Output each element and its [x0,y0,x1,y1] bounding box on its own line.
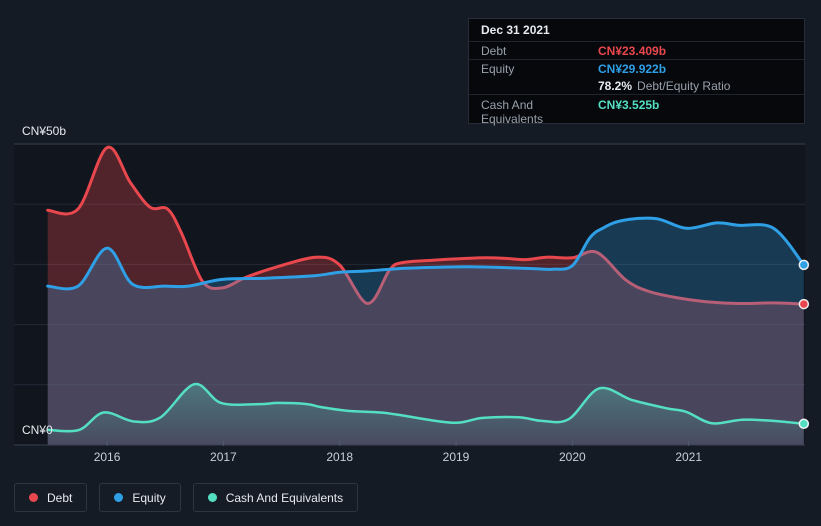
legend-item-equity[interactable]: Equity [99,483,181,512]
y-axis-label-zero: CN¥0 [22,423,53,437]
tooltip-cash-row: Cash And Equivalents CN¥3.525b [469,94,804,126]
cash-legend-dot-icon [207,493,217,502]
chart-tooltip: Dec 31 2021 Debt CN¥23.409b Equity CN¥29… [468,18,805,126]
x-axis-label-2020: 2020 [558,450,586,464]
tooltip-debt-row: Debt CN¥23.409b [469,41,804,59]
legend-label-debt: Debt [47,490,73,505]
tooltip-cash-value: CN¥3.525b [598,98,660,112]
x-axis-label-2019: 2019 [442,450,470,464]
legend-item-debt[interactable]: Debt [14,483,88,512]
tooltip-debt-value: CN¥23.409b [598,43,667,58]
x-axis-label-2016: 2016 [93,450,121,464]
tooltip-equity-value: CN¥29.922b [598,61,667,76]
legend-label-cash: Cash And Equivalents [225,490,344,505]
tooltip-equity-label: Equity [481,61,515,76]
tooltip-equity-row: Equity CN¥29.922b [469,59,804,77]
tooltip-cash-label: Cash And Equivalents [481,98,544,126]
y-axis-label-max: CN¥50b [22,124,67,138]
tooltip-date: Dec 31 2021 [481,23,550,37]
x-axis-label-2018: 2018 [326,450,354,464]
x-axis-label-2021: 2021 [675,450,703,464]
x-axis-label-2017: 2017 [210,450,237,464]
legend-label-equity: Equity [132,490,166,505]
legend-item-cash[interactable]: Cash And Equivalents [192,483,359,512]
debt-legend-dot-icon [29,493,38,502]
tooltip-debt-label: Debt [481,43,507,58]
tooltip-ratio-value: 78.2% [598,78,633,93]
chart-legend: Debt Equity Cash And Equivalents [14,483,359,512]
tooltip-ratio-label: Debt/Equity Ratio [637,78,731,93]
tooltip-ratio-row: 78.2% Debt/Equity Ratio [469,77,804,94]
equity-legend-dot-icon [114,493,124,502]
